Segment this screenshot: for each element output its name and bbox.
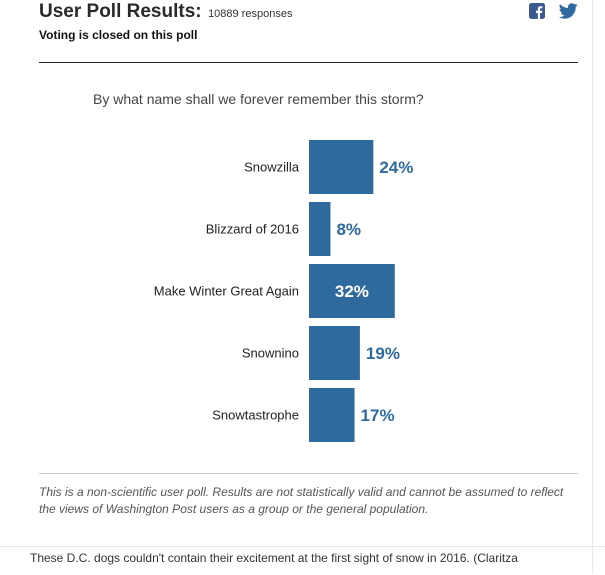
result-bar [309,264,395,318]
category-label: Snowzilla [244,160,300,175]
response-count: 10889 responses [208,8,293,20]
result-bar [309,140,374,194]
category-label: Snownino [242,346,299,361]
poll-disclaimer: This is a non-scientific user poll. Resu… [39,485,564,516]
page-edge [592,0,593,574]
value-label: 24% [379,158,413,177]
value-label: 19% [366,344,400,363]
poll-results-chart: Snowzilla 24% Blizzard of 2016 8% Make Winte… [154,140,413,442]
poll-title: User Poll Results: [39,1,202,22]
facebook-icon[interactable] [529,3,545,19]
title-line: User Poll Results: 10889 responses [39,1,292,23]
category-label: Make Winter Great Again [154,284,299,299]
twitter-icon[interactable] [559,3,578,19]
value-label: 17% [361,406,395,425]
footer-divider [39,473,578,474]
photo-caption: These D.C. dogs couldn't contain their e… [30,551,518,565]
result-bar [309,326,360,380]
header-divider [39,62,578,63]
poll-question: By what name shall we forever remember t… [93,91,424,107]
voting-status: Voting is closed on this poll [39,28,198,42]
value-label: 32% [335,282,369,301]
category-label: Snowtastrophe [212,408,299,423]
value-label: 8% [336,220,361,239]
caption-band [0,546,605,575]
result-bar [309,202,331,256]
category-label: Blizzard of 2016 [206,222,299,237]
result-bar [309,388,355,442]
